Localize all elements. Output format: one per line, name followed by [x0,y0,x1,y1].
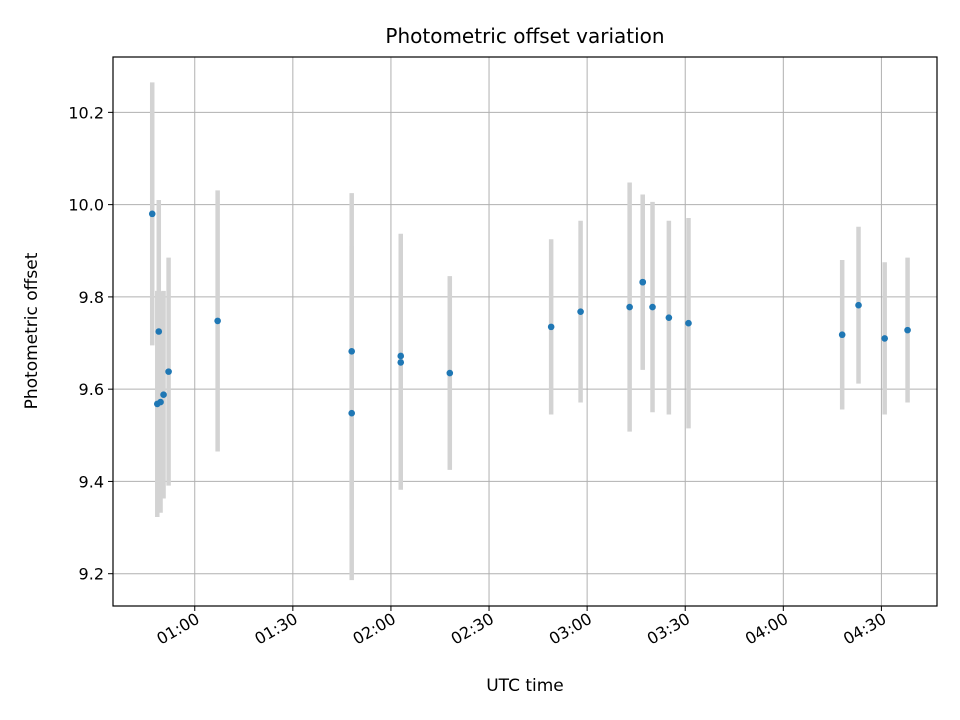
grid [113,57,937,606]
y-axis-ticks: 9.2 9.4 9.6 9.8 10.0 10.2 [68,103,113,584]
y-tick-label: 9.6 [79,380,104,399]
y-tick-label: 9.4 [79,472,104,491]
y-axis-title: Photometric offset [22,252,42,409]
y-tick-label: 9.8 [79,288,104,307]
data-point [214,317,221,325]
x-tick-label: 04:00 [742,609,791,649]
x-axis-title: UTC time [486,676,564,696]
data-point [397,359,405,366]
data-point [685,319,692,327]
error-bars [149,82,910,581]
data-point [157,398,164,406]
data-point [881,335,888,342]
x-axis-ticks: 01:00 01:30 02:00 02:30 03:00 03:30 04:00 04:30 [153,606,889,649]
data-point [904,326,911,334]
data-point [397,352,405,360]
chart-title: Photometric offset variation [385,24,664,48]
data-point [160,391,167,399]
data-point [348,348,355,355]
y-tick-label: 9.2 [79,565,104,584]
data-point [155,328,163,335]
data-point [148,210,156,218]
data-point [165,368,172,375]
data-points [148,210,911,417]
data-point [577,308,584,315]
y-tick-label: 10.0 [68,196,104,215]
data-point [639,278,647,286]
x-tick-label: 02:00 [350,609,399,649]
data-point [855,301,862,309]
data-point [665,314,673,321]
data-point [649,303,656,311]
x-tick-label: 03:30 [644,609,693,649]
x-tick-label: 03:00 [546,609,595,649]
data-point [348,409,355,417]
x-tick-label: 01:00 [153,609,202,649]
x-tick-label: 04:30 [840,609,889,649]
data-point [626,303,633,311]
data-point [838,331,846,339]
plot-frame [112,56,938,607]
data-point [446,369,454,377]
y-tick-label: 10.2 [68,103,104,122]
data-point [547,323,555,331]
x-tick-label: 01:30 [251,609,300,649]
x-tick-label: 02:30 [448,609,497,649]
